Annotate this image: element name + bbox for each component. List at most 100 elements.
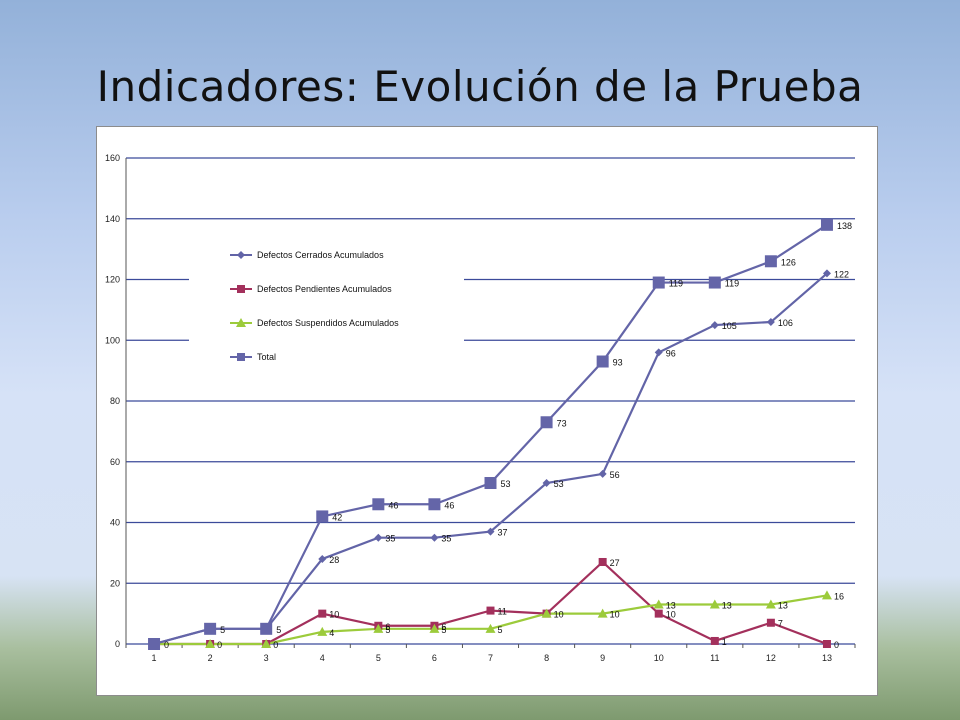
series-markers <box>148 218 833 650</box>
data-point <box>540 416 553 429</box>
y-tick-label: 20 <box>110 578 120 588</box>
data-point <box>430 533 439 542</box>
y-tick-label: 40 <box>110 518 120 528</box>
data-point <box>428 498 441 511</box>
data-label: 6 <box>385 622 390 632</box>
data-point <box>541 608 552 618</box>
legend-marker <box>237 285 245 293</box>
legend: Defectos Cerrados Acumulados Defectos Pen… <box>189 234 464 362</box>
data-point <box>317 626 328 636</box>
data-label: 10 <box>329 610 339 620</box>
data-point <box>598 469 607 478</box>
legend-marker <box>237 251 245 259</box>
x-axis-ticks: 1 2 3 4 5 6 7 8 9 10 11 12 13 <box>125 644 856 663</box>
y-tick-label: 160 <box>105 153 120 163</box>
data-label: 53 <box>554 479 564 489</box>
data-point <box>318 554 327 563</box>
data-label: 13 <box>722 601 732 611</box>
data-point <box>205 639 216 648</box>
data-label: 105 <box>722 321 737 331</box>
data-point <box>486 606 495 615</box>
y-tick-label: 80 <box>110 396 120 406</box>
data-label: 4 <box>329 628 334 638</box>
x-tick-label: 2 <box>208 653 213 663</box>
data-label: 7 <box>778 619 783 629</box>
x-tick-label: 3 <box>264 653 269 663</box>
data-label: 35 <box>385 534 395 544</box>
data-label: 73 <box>557 418 567 428</box>
data-label: 5 <box>385 625 390 635</box>
data-label: 5 <box>220 625 225 635</box>
data-label: 126 <box>781 257 796 267</box>
data-point <box>260 622 273 635</box>
data-label: 1 <box>722 637 727 647</box>
data-label: 5 <box>498 625 503 635</box>
data-point <box>652 276 665 289</box>
gridlines <box>125 157 855 645</box>
data-label: 16 <box>834 591 844 601</box>
x-tick-label: 8 <box>544 653 549 663</box>
data-point <box>596 355 609 368</box>
legend-label: Defectos Cerrados Acumulados <box>257 250 384 260</box>
data-label: 13 <box>778 601 788 611</box>
y-tick-label: 120 <box>105 275 120 285</box>
data-point <box>709 599 720 609</box>
data-label: 46 <box>388 500 398 510</box>
legend-label: Defectos Suspendidos Acumulados <box>257 318 399 328</box>
data-label: 93 <box>613 358 623 368</box>
data-point <box>822 269 831 278</box>
data-label: 28 <box>329 555 339 565</box>
data-point <box>373 623 384 633</box>
data-label: 46 <box>444 500 454 510</box>
data-label: 13 <box>666 601 676 611</box>
data-point <box>374 533 383 542</box>
data-label: 106 <box>778 318 793 328</box>
y-tick-label: 0 <box>115 639 120 649</box>
x-tick-label: 5 <box>376 653 381 663</box>
data-label: 122 <box>834 269 849 279</box>
y-tick-label: 100 <box>105 335 120 345</box>
data-point <box>261 639 272 648</box>
x-tick-label: 10 <box>654 653 664 663</box>
data-point <box>764 255 777 268</box>
data-point <box>484 477 497 490</box>
data-point <box>316 510 329 523</box>
data-label: 119 <box>725 279 739 289</box>
data-label: 0 <box>834 640 839 650</box>
data-point <box>766 318 775 327</box>
x-tick-label: 11 <box>710 653 719 663</box>
data-point <box>653 599 664 609</box>
data-label: 42 <box>332 512 342 522</box>
data-point <box>148 638 161 650</box>
data-label: 10 <box>554 610 564 620</box>
data-label: 5 <box>441 625 446 635</box>
x-tick-label: 12 <box>766 653 776 663</box>
data-point <box>822 640 831 648</box>
data-point <box>204 622 217 635</box>
data-label: 10 <box>610 610 620 620</box>
legend-label: Total <box>257 352 276 362</box>
data-label: 53 <box>501 479 511 489</box>
data-point <box>542 479 551 488</box>
x-tick-label: 6 <box>432 653 437 663</box>
data-point <box>318 609 327 618</box>
data-point <box>372 498 385 511</box>
data-point <box>654 609 663 618</box>
data-point <box>766 618 775 627</box>
data-label: 11 <box>498 607 507 617</box>
x-tick-label: 7 <box>488 653 493 663</box>
data-point <box>765 599 776 609</box>
legend-marker <box>237 353 245 361</box>
data-label: 35 <box>441 534 451 544</box>
data-point <box>820 218 833 231</box>
y-tick-label: 140 <box>105 214 120 224</box>
data-label: 96 <box>666 348 676 358</box>
chart-panel: 0 20 40 60 80 100 120 140 160 1 2 3 4 5 6 7 8 9 10 11 12 13 … <box>96 126 878 696</box>
data-point <box>429 623 440 633</box>
slide-title: Indicadores: Evolución de la Prueba <box>96 62 864 111</box>
data-point <box>708 276 721 289</box>
data-label: 56 <box>610 470 620 480</box>
data-point <box>821 590 832 600</box>
data-label: 0 <box>164 640 169 650</box>
